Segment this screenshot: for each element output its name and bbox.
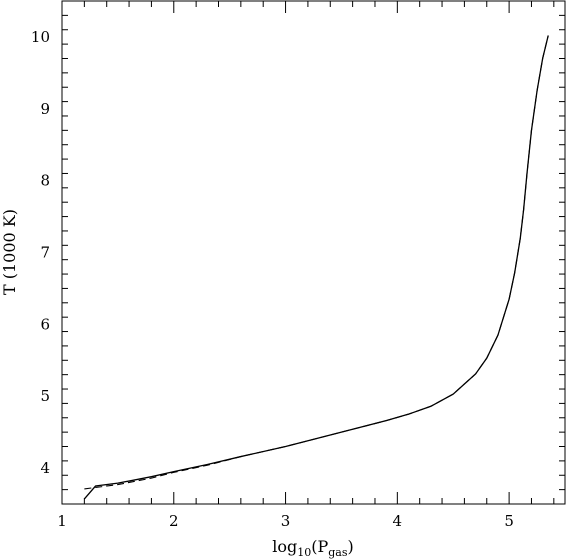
x-tick-label: 1 — [57, 512, 67, 530]
x-tick-label: 3 — [281, 512, 291, 530]
x-tick-label: 5 — [504, 512, 514, 530]
y-tick-label: 6 — [40, 315, 50, 333]
y-axis-label: T (1000 K) — [0, 209, 19, 295]
y-tick-label: 7 — [40, 244, 50, 262]
y-tick-label: 10 — [31, 28, 50, 46]
series-line-solid — [83, 35, 549, 500]
x-tick-label: 2 — [169, 512, 179, 530]
y-tick-label: 9 — [40, 100, 50, 118]
y-tick-label: 8 — [40, 172, 50, 190]
axis-tick-labels: 1 2 3 4 5 4 5 6 7 8 9 10 — [31, 28, 514, 530]
plot-frame — [61, 0, 566, 505]
axis-ticks — [61, 0, 565, 504]
x-tick-label: 4 — [393, 512, 403, 530]
series-line-dashed — [84, 35, 549, 490]
y-tick-label: 4 — [40, 459, 50, 477]
x-axis-label: log10(Pgas) — [272, 537, 354, 559]
series-layer — [83, 35, 549, 500]
y-tick-label: 5 — [40, 387, 50, 405]
